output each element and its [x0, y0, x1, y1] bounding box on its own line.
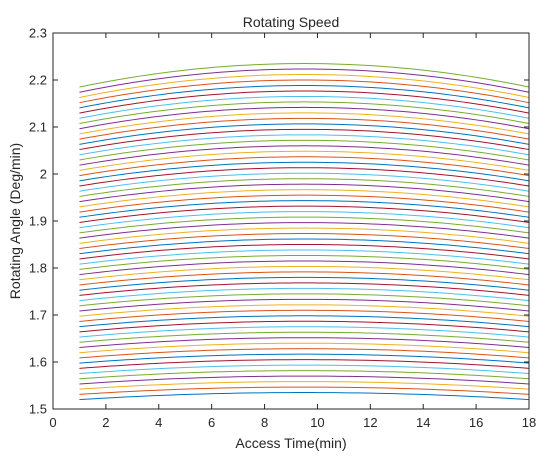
series-line-5 [79, 370, 530, 380]
series-line-7 [79, 359, 530, 369]
plot-lines [79, 63, 530, 401]
series-line-16 [79, 309, 530, 322]
series-line-58 [79, 79, 530, 104]
series-line-25 [79, 260, 530, 276]
series-line-48 [79, 134, 530, 156]
series-line-4 [79, 375, 530, 385]
series-line-45 [79, 150, 530, 171]
series-line-23 [79, 271, 530, 286]
chart-title: Rotating Speed [243, 14, 340, 30]
x-tick-label: 10 [310, 415, 324, 430]
y-tick-label: 1.6 [29, 355, 47, 370]
series-line-33 [79, 216, 530, 234]
series-line-21 [79, 282, 530, 296]
series-line-1 [79, 392, 530, 401]
series-line-38 [79, 189, 530, 208]
series-line-17 [79, 304, 530, 317]
series-line-39 [79, 183, 530, 203]
series-line-31 [79, 227, 530, 244]
series-line-10 [79, 342, 530, 354]
series-line-41 [79, 172, 530, 192]
series-line-19 [79, 293, 530, 307]
series-line-2 [79, 386, 530, 395]
series-line-14 [79, 320, 530, 333]
y-tick-label: 2.3 [29, 26, 47, 41]
x-axis-label: Access Time(min) [235, 435, 346, 451]
x-tick-label: 8 [261, 415, 268, 430]
y-tick-label: 2 [40, 167, 47, 182]
series-line-18 [79, 298, 530, 312]
y-tick-label: 2.2 [29, 73, 47, 88]
series-line-22 [79, 276, 530, 291]
x-tick-label: 2 [102, 415, 109, 430]
series-line-12 [79, 331, 530, 343]
series-line-57 [79, 84, 530, 109]
series-line-46 [79, 145, 530, 166]
series-line-42 [79, 167, 530, 187]
series-line-50 [79, 123, 530, 145]
series-line-26 [79, 254, 530, 270]
y-tick-label: 1.9 [29, 214, 47, 229]
series-line-6 [79, 364, 530, 375]
series-line-11 [79, 337, 530, 349]
series-line-35 [79, 205, 530, 223]
x-tick-label: 16 [469, 415, 483, 430]
series-line-53 [79, 106, 530, 130]
series-line-24 [79, 265, 530, 281]
x-tick-label: 18 [522, 415, 536, 430]
y-tick-label: 1.8 [29, 261, 47, 276]
series-line-49 [79, 128, 530, 151]
series-line-36 [79, 200, 530, 218]
x-tick-label: 12 [363, 415, 377, 430]
series-line-40 [79, 178, 530, 197]
series-line-30 [79, 233, 530, 250]
series-line-60 [79, 68, 530, 93]
x-tick-label: 6 [208, 415, 215, 430]
series-line-61 [79, 63, 530, 88]
series-line-28 [79, 243, 530, 260]
series-line-43 [79, 161, 530, 182]
x-tick-label: 0 [49, 415, 56, 430]
y-axis-label: Rotating Angle (Deg/min) [7, 143, 23, 299]
series-line-51 [79, 117, 530, 140]
series-line-34 [79, 211, 530, 229]
series-line-55 [79, 95, 530, 119]
x-tick-label: 4 [155, 415, 162, 430]
series-line-15 [79, 315, 530, 328]
series-line-54 [79, 101, 530, 125]
series-line-56 [79, 90, 530, 114]
series-line-9 [79, 348, 530, 359]
x-tick-label: 14 [416, 415, 430, 430]
series-line-47 [79, 139, 530, 161]
series-line-13 [79, 326, 530, 338]
y-tick-label: 1.7 [29, 308, 47, 323]
series-line-52 [79, 112, 530, 135]
series-line-29 [79, 238, 530, 255]
series-line-3 [79, 381, 530, 390]
series-line-32 [79, 222, 530, 239]
series-line-37 [79, 194, 530, 213]
axis-ticks: 0 2 4 6 8 10 12 14 16 18 1.5 1.6 1.7 1.8 1.9 2 2.1 2.2 2.3 [29, 26, 536, 431]
y-tick-label: 2.1 [29, 120, 47, 135]
series-line-20 [79, 287, 530, 302]
series-line-27 [79, 249, 530, 265]
series-line-44 [79, 156, 530, 177]
series-line-59 [79, 74, 530, 98]
series-line-8 [79, 353, 530, 364]
y-tick-label: 1.5 [29, 402, 47, 417]
